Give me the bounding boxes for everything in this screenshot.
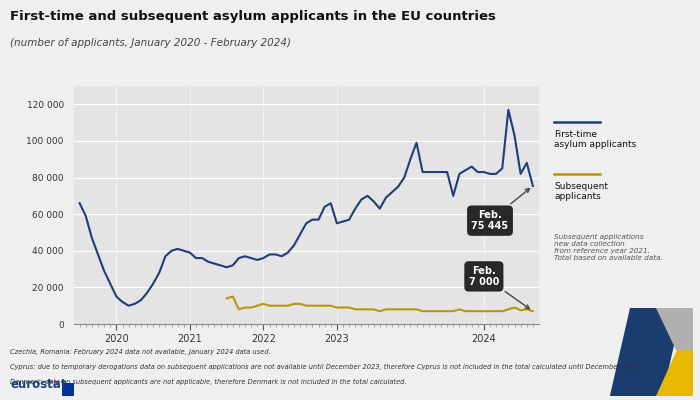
Text: (number of applicants, January 2020 - February 2024): (number of applicants, January 2020 - Fe… (10, 38, 291, 48)
Text: Czechia, Romania: February 2024 data not available, January 2024 data used.: Czechia, Romania: February 2024 data not… (10, 349, 271, 355)
Text: Feb.
75 445: Feb. 75 445 (471, 189, 529, 232)
Text: Denmark: data on subsequent applicants are not applicable, therefore Denmark is : Denmark: data on subsequent applicants a… (10, 379, 407, 385)
Polygon shape (657, 308, 693, 350)
Text: Subsequent
applicants: Subsequent applicants (554, 182, 608, 201)
Text: eurostat: eurostat (10, 378, 67, 391)
Text: First-time and subsequent asylum applicants in the EU countries: First-time and subsequent asylum applica… (10, 10, 496, 23)
Polygon shape (610, 308, 682, 396)
Polygon shape (657, 350, 693, 396)
Text: Feb.
7 000: Feb. 7 000 (469, 266, 529, 309)
Text: First-time
asylum applicants: First-time asylum applicants (554, 130, 637, 150)
Text: Subsequent applications
new data collection
from reference year 2021.
Total base: Subsequent applications new data collect… (554, 234, 664, 261)
Text: Cyprus: due to temporary derogations data on subsequent applications are not ava: Cyprus: due to temporary derogations dat… (10, 364, 642, 370)
